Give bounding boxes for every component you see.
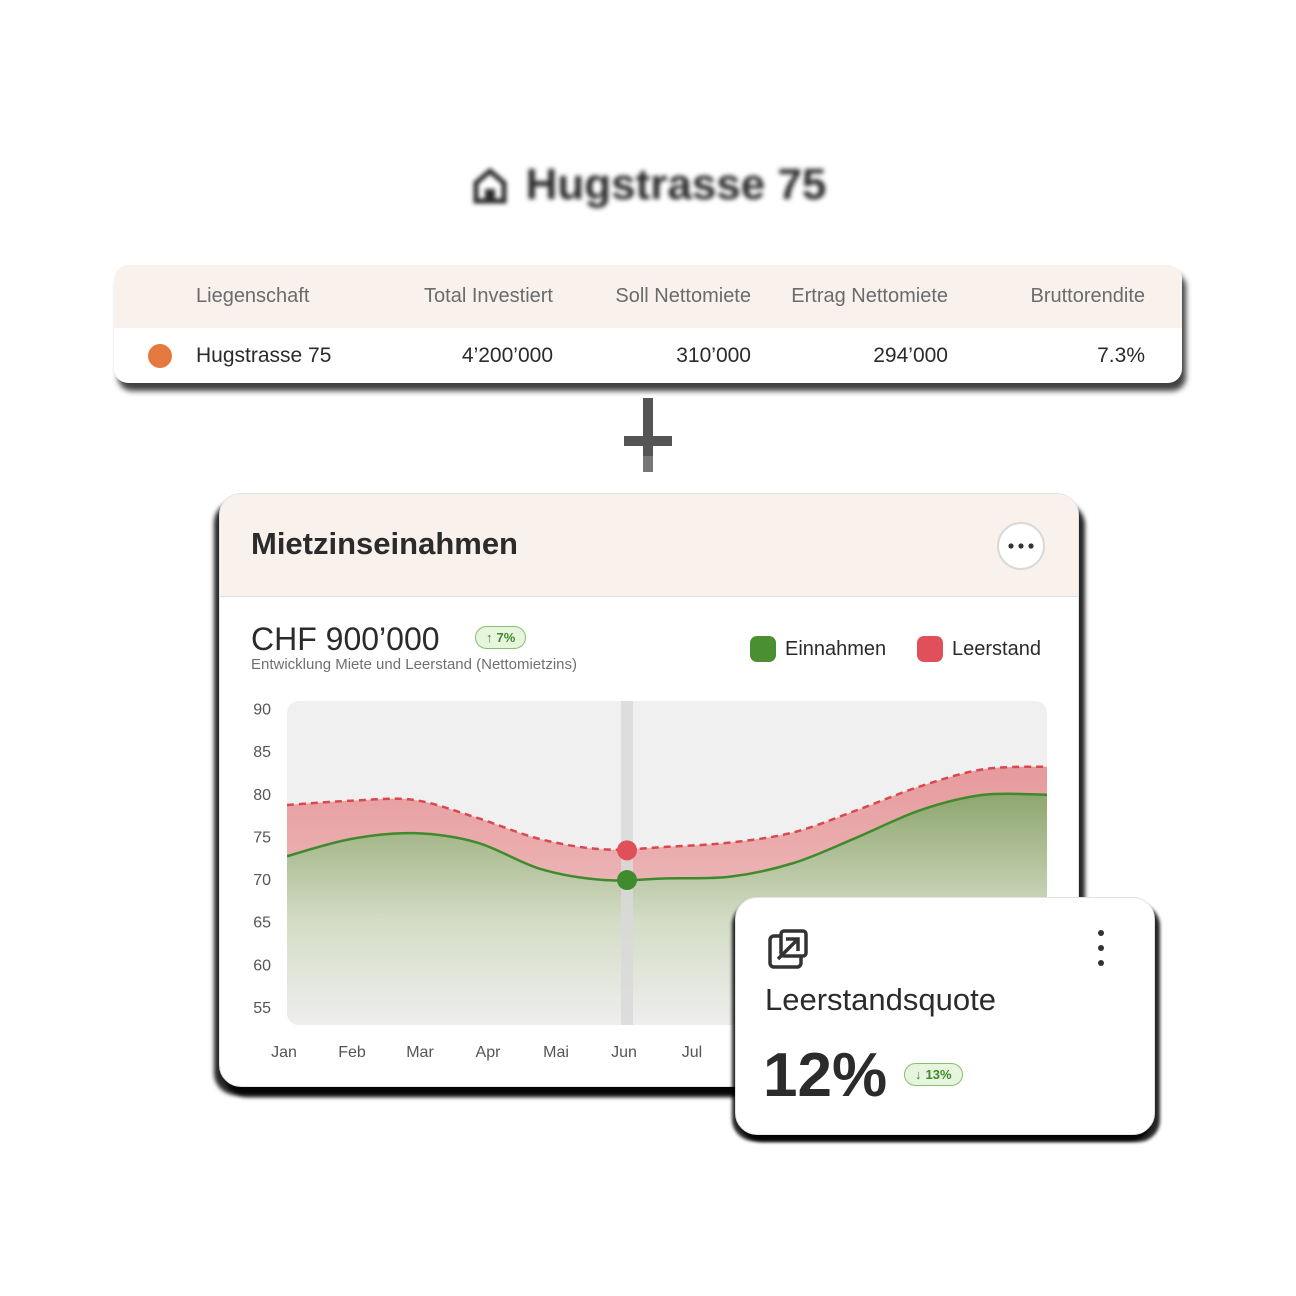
x-tick-label: Apr [476,1044,502,1061]
cell-soll-nettomiete: 310’000 [676,343,751,367]
cell-bruttorendite: 7.3% [1097,343,1145,367]
arrow-down-small-icon: ↓ [915,1067,922,1082]
x-tick-label: Mai [543,1044,569,1061]
x-tick-label: Mar [406,1044,434,1061]
y-tick-label: 75 [253,829,271,846]
card-header: Mietzinseinahmen [220,494,1078,597]
x-tick-label: Feb [338,1044,366,1061]
column-header-total-investiert[interactable]: Total Investiert [424,285,553,307]
legend-label-leerstand: Leerstand [952,637,1041,660]
column-header-ertrag-nettomiete[interactable]: Ertrag Nettomiete [791,285,948,307]
property-table: Liegenschaft Total Investiert Soll Netto… [114,265,1182,383]
legend-item-leerstand[interactable]: Leerstand [917,636,1041,662]
page-title: Hugstrasse 75 [0,160,1296,210]
y-tick-label: 60 [253,957,271,974]
card-title: Mietzinseinahmen [251,526,518,561]
kpi-trend-badge-value: 13% [925,1067,952,1082]
y-tick-label: 65 [253,915,271,932]
arrow-up-icon: ↑ [486,630,493,645]
table-header: Liegenschaft Total Investiert Soll Netto… [114,265,1182,328]
highlight-band [621,701,633,1025]
total-amount: CHF 900’000 [251,621,440,657]
legend-item-einnahmen[interactable]: Einnahmen [750,636,886,662]
y-tick-label: 85 [253,744,271,761]
vacancy-rate-card: Leerstandsquote 12% ↓ 13% [735,897,1155,1135]
legend-label-einnahmen: Einnahmen [785,637,887,660]
more-options-button[interactable] [997,522,1045,570]
y-tick-label: 90 [253,702,271,719]
trend-badge-value: 7% [496,630,516,645]
page-title-text: Hugstrasse 75 [525,160,827,209]
column-header-bruttorendite[interactable]: Bruttorendite [1030,285,1145,307]
cell-liegenschaft: Hugstrasse 75 [196,343,332,367]
chart-subtitle: Entwicklung Miete und Leerstand (Nettomi… [251,656,577,673]
kpi-label: Leerstandsquote [765,982,996,1017]
table-row[interactable]: Hugstrasse 75 4’200’000 310’000 294’000 … [114,328,1182,383]
column-header-soll-nettomiete[interactable]: Soll Nettomiete [615,285,751,307]
rent-income-card: Mietzinseinahmen CHF 900’000 ↑ 7% Entwic… [219,493,1079,1087]
legend-swatch-leerstand [917,636,943,662]
x-tick-label: Jul [682,1044,702,1061]
open-external-icon[interactable] [767,928,809,970]
leerstand-marker[interactable] [617,840,637,861]
kpi-value: 12% [763,1041,888,1110]
more-vertical-icon[interactable] [1094,928,1108,968]
einnahmen-line [287,792,1047,882]
leerstand-line [287,765,1047,851]
column-header-liegenschaft[interactable]: Liegenschaft [196,285,310,307]
legend-swatch-einnahmen [750,636,776,662]
x-tick-label: Jun [611,1044,637,1061]
trend-badge: ↑ 7% [475,626,527,649]
cell-total-investiert: 4’200’000 [461,343,553,367]
y-tick-label: 80 [253,787,271,804]
building-icon [473,167,507,204]
cell-ertrag-nettomiete: 294’000 [873,343,948,367]
y-tick-label: 55 [253,1000,271,1017]
x-tick-label: Jan [271,1044,297,1061]
property-color-dot [148,343,172,368]
kpi-trend-badge: ↓ 13% [904,1063,963,1086]
y-tick-label: 70 [253,872,271,889]
einnahmen-marker[interactable] [617,870,637,891]
more-horizontal-icon [1008,543,1034,549]
arrow-down-icon [624,398,672,472]
